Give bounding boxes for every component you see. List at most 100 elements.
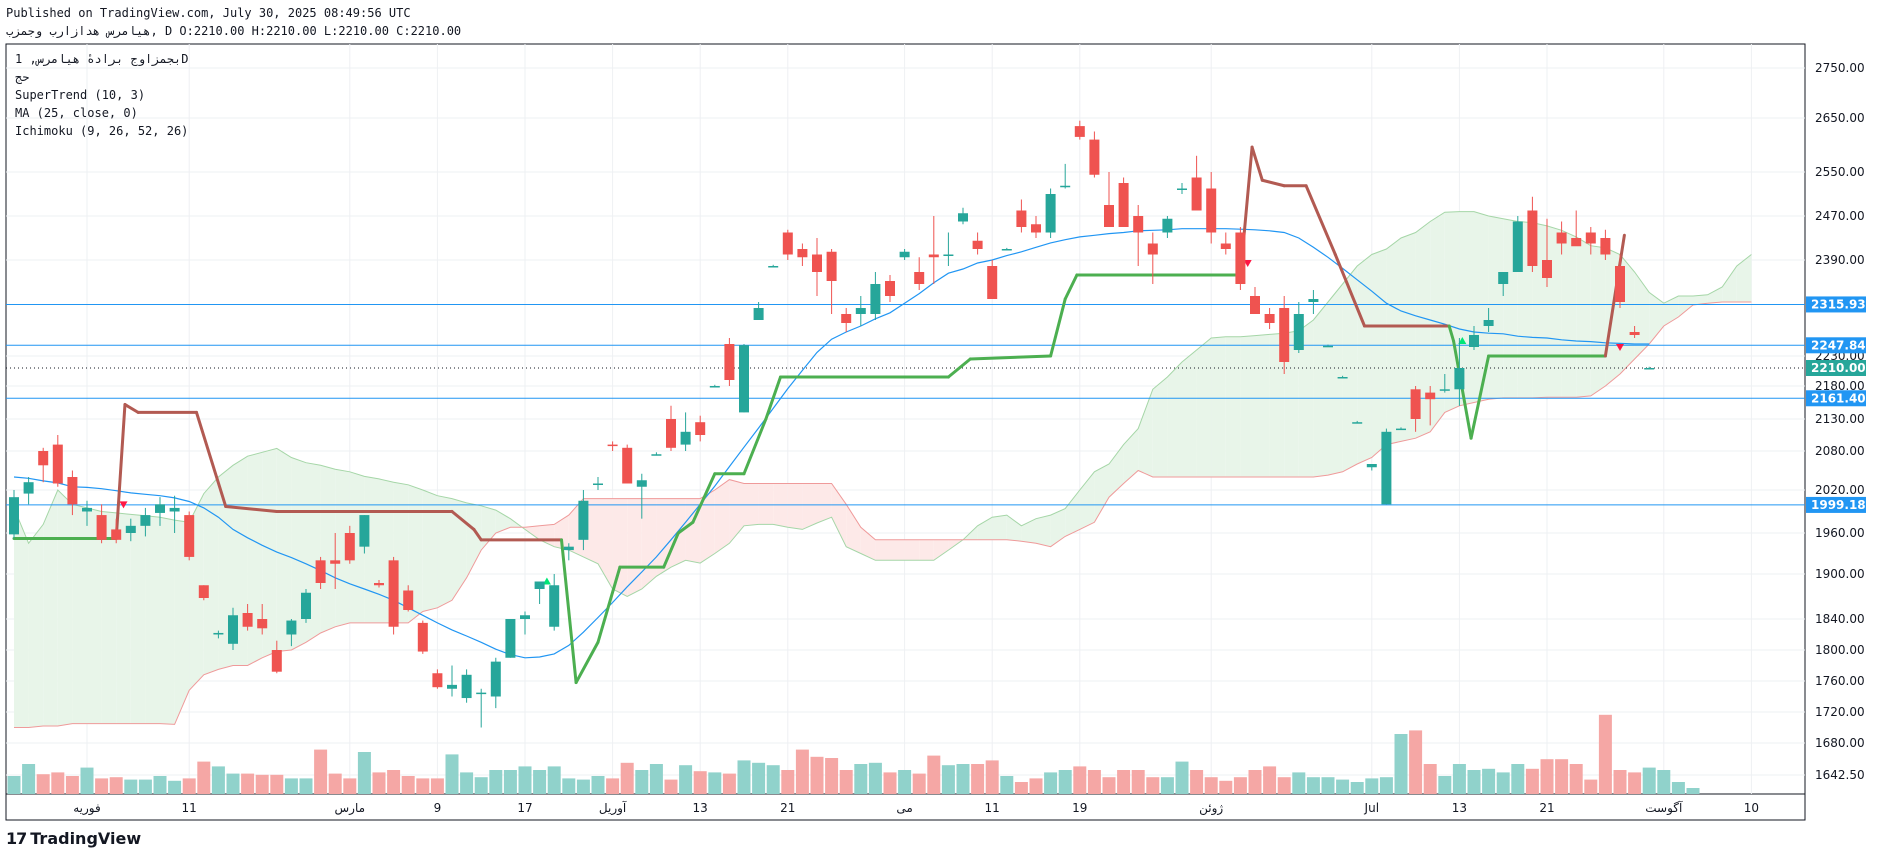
volume-bar [138, 779, 152, 794]
x-tick-label: 19 [1072, 801, 1087, 815]
tradingview-logo: 17 [6, 829, 27, 848]
ichimoku-cloud-segment [860, 527, 876, 561]
candle-body [987, 266, 998, 299]
x-tick-label: می [896, 801, 912, 815]
ichimoku-cloud-segment [612, 498, 628, 597]
candle-body [1498, 272, 1509, 284]
y-tick-label: 2130.00 [1815, 412, 1865, 426]
volume-bar [708, 772, 722, 794]
supertrend-segment [224, 504, 279, 513]
price-badge-label: 2315.93 [1811, 297, 1866, 311]
candle-body [140, 515, 151, 526]
candle-body [666, 419, 676, 448]
volume-bar [445, 754, 459, 794]
candle-body [1542, 260, 1552, 278]
volume-bar [7, 776, 21, 794]
supertrend-segment [1304, 184, 1337, 256]
volume-bar [270, 774, 284, 794]
candle-body [505, 619, 516, 658]
candle-body [1410, 389, 1421, 419]
ichimoku-cloud-segment [1547, 225, 1562, 398]
supertrend-segment [114, 402, 127, 540]
supertrend-segment [1063, 273, 1079, 301]
candle-body [1600, 238, 1611, 255]
volume-bar [547, 766, 561, 794]
tradingview-brand[interactable]: 17 TradingView [6, 829, 141, 848]
candle-body [1177, 188, 1187, 190]
candle-body [1337, 377, 1348, 379]
candle-body [286, 620, 297, 635]
supertrend-segment [1603, 233, 1626, 358]
volume-bar [124, 779, 138, 794]
ichimoku-cloud-segment [1707, 287, 1723, 304]
ichimoku-cloud-segment [846, 504, 861, 554]
candle-body [461, 674, 472, 699]
candle-body [155, 504, 165, 513]
candle-body [1396, 428, 1406, 431]
ichimoku-cloud-segment [130, 514, 146, 724]
legend-supertrend[interactable]: SuperTrend (10, 3) [15, 88, 146, 102]
ichimoku-cloud-segment [1371, 249, 1387, 458]
candle-body [359, 515, 370, 547]
candle-body [578, 500, 589, 540]
ichimoku-cloud-segment [1488, 216, 1504, 400]
candle-body [1147, 243, 1158, 255]
ichimoku-cloud-segment [1196, 338, 1212, 477]
ichimoku-cloud-segment [14, 507, 29, 728]
ichimoku-cloud-segment [1678, 296, 1693, 317]
volume-bar [737, 760, 751, 794]
candle-body [257, 619, 268, 629]
volume-bar [1146, 777, 1160, 794]
candle-body [841, 314, 852, 323]
ichimoku-cloud-segment [437, 495, 452, 608]
ichimoku-cloud-segment [1109, 444, 1124, 498]
candle-body [695, 422, 706, 435]
ichimoku-cloud-segment [1094, 464, 1109, 523]
y-tick-label: 2750.00 [1815, 61, 1865, 75]
candle-body [797, 249, 808, 258]
x-tick-label: Jul [1364, 801, 1379, 815]
ichimoku-cloud-segment [116, 512, 131, 724]
volume-bar [620, 762, 634, 794]
candle-body [242, 613, 253, 627]
volume-bar [664, 779, 678, 794]
volume-bar [95, 778, 109, 794]
volume-bar [839, 770, 853, 794]
ichimoku-cloud-segment [729, 479, 744, 544]
volume-bar [956, 764, 970, 794]
candle-body [1425, 392, 1436, 400]
volume-bar [795, 749, 809, 794]
plot-frame [5, 43, 1806, 821]
x-tick-label: 13 [693, 801, 708, 815]
x-tick-label: ژوئن [1199, 801, 1223, 816]
candle-body [782, 232, 793, 255]
ichimoku-cloud-segment [1006, 515, 1022, 542]
ichimoku-cloud-segment [992, 515, 1007, 540]
x-tick-label: 21 [780, 801, 795, 815]
price-badge-label: 1999.18 [1811, 498, 1866, 512]
legend-ichimoku[interactable]: Ichimoku (9, 26, 52, 26) [15, 124, 189, 138]
candle-body [82, 507, 92, 512]
volume-bar [197, 761, 211, 794]
volume-bar [1511, 764, 1525, 794]
volume-bar [1014, 782, 1028, 794]
candle-body [301, 592, 311, 619]
volume-bar [168, 780, 182, 794]
volume-bar [328, 773, 342, 794]
candle-body [213, 632, 224, 635]
ichimoku-cloud-segment [1065, 490, 1080, 537]
x-tick-label: آگوست [1645, 800, 1683, 816]
ichimoku-cloud-segment [1284, 330, 1299, 477]
candle-body [67, 477, 78, 505]
ichimoku-cloud-segment [1722, 266, 1737, 302]
supertrend-segment [596, 565, 622, 644]
candle-body [1016, 210, 1027, 227]
ichimoku-cloud-segment [87, 507, 102, 724]
candle-body [1133, 216, 1144, 233]
ichimoku-cloud-segment [466, 502, 482, 578]
candle-body [520, 615, 530, 619]
legend-ma[interactable]: MA (25, close, 0) [15, 106, 138, 120]
volume-bar [912, 773, 926, 794]
ichimoku-cloud-segment [1736, 254, 1752, 302]
